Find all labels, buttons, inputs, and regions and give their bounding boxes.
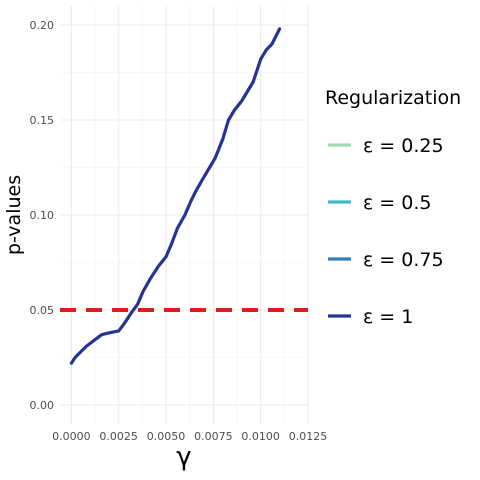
series-group <box>69 27 282 365</box>
x-tick-labels: 0.0000 0.0025 0.0050 0.0075 0.0100 0.0125 <box>52 430 327 443</box>
series-line <box>69 27 282 365</box>
legend-label: ε = 0.25 <box>363 135 444 157</box>
legend-title: Regularization <box>325 87 461 109</box>
x-tick-label: 0.0100 <box>241 430 280 443</box>
y-tick-labels: 0.00 0.05 0.10 0.15 0.20 <box>30 19 55 412</box>
y-axis-title: p-values <box>3 175 25 255</box>
x-tick-label: 0.0075 <box>194 430 233 443</box>
y-tick-label: 0.15 <box>30 114 55 127</box>
y-tick-label: 0.05 <box>30 304 55 317</box>
x-tick-label: 0.0000 <box>52 430 91 443</box>
y-tick-label: 0.20 <box>30 19 55 32</box>
legend-label: ε = 1 <box>363 306 413 328</box>
legend-label: ε = 0.75 <box>363 249 444 271</box>
x-axis-title: γ <box>176 442 191 472</box>
y-tick-label: 0.00 <box>30 399 55 412</box>
x-tick-label: 0.0125 <box>289 430 328 443</box>
legend-label: ε = 0.5 <box>363 192 432 214</box>
x-tick-label: 0.0025 <box>99 430 138 443</box>
x-tick-label: 0.0050 <box>147 430 186 443</box>
legend: Regularization ε = 0.25 ε = 0.5 ε = 0.75 ε … <box>325 87 461 328</box>
y-tick-label: 0.10 <box>30 209 55 222</box>
